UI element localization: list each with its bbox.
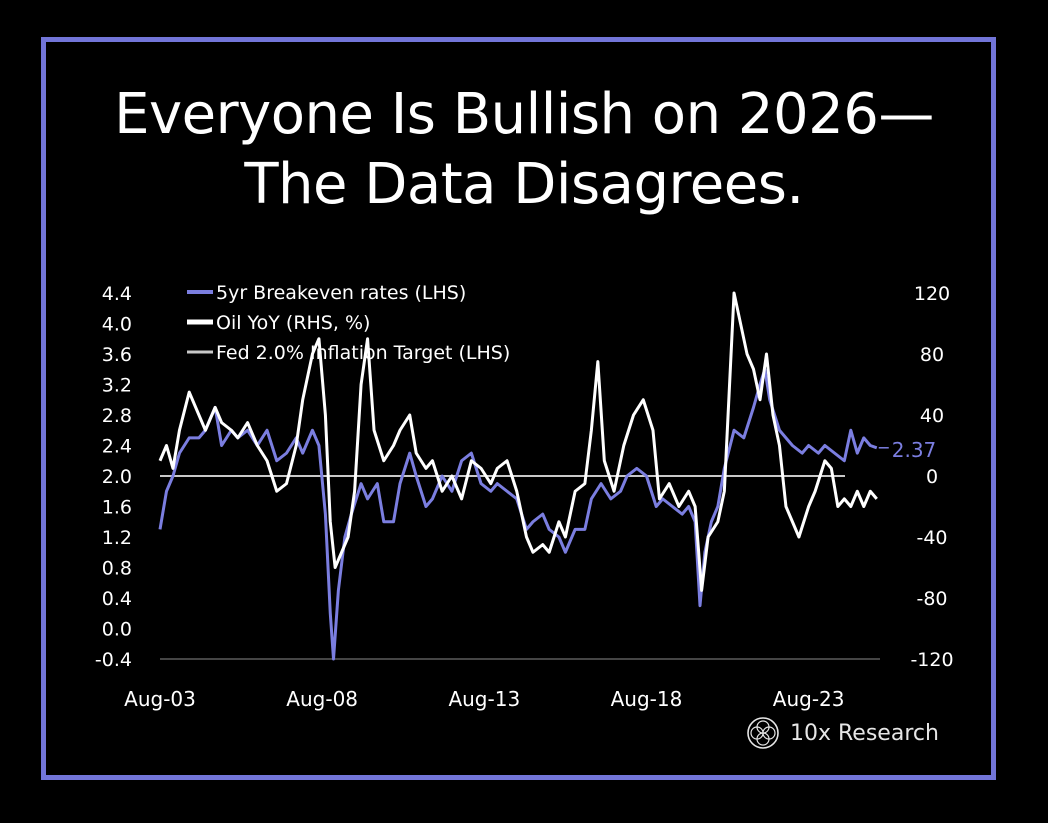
y-left-tick-label: 0.8 — [102, 558, 132, 580]
legend-label: 5yr Breakeven rates (LHS) — [216, 282, 466, 304]
x-tick-label: Aug-13 — [448, 687, 520, 711]
legend: 5yr Breakeven rates (LHS) Oil YoY (RHS, %… — [187, 282, 510, 364]
y-left-tick-label: 2.4 — [102, 436, 132, 458]
y-right-tick-label: 40 — [920, 405, 944, 427]
y-right-tick-label: 120 — [914, 283, 950, 305]
y-right-tick-label: -120 — [910, 649, 953, 671]
x-axis: Aug-03 Aug-08 Aug-13 Aug-18 Aug-23 — [124, 687, 844, 711]
x-tick-label: Aug-18 — [611, 687, 683, 711]
frame-border — [41, 37, 996, 780]
title-line-1: Everyone Is Bullish on 2026— — [114, 82, 934, 147]
x-tick-label: Aug-08 — [286, 687, 358, 711]
title-line-2: The Data Disagrees. — [244, 152, 804, 217]
right-axis: 120 80 40 0 -40 -80 -120 — [910, 283, 953, 671]
y-left-tick-label: 4.4 — [102, 283, 132, 305]
y-left-tick-label: 2.0 — [102, 466, 132, 488]
legend-label: Fed 2.0% Inflation Target (LHS) — [216, 342, 510, 364]
y-right-tick-label: 80 — [920, 344, 944, 366]
y-right-tick-label: -40 — [916, 527, 947, 549]
y-left-tick-label: -0.4 — [95, 649, 132, 671]
y-left-tick-label: 4.0 — [102, 314, 132, 336]
brand: 10x Research — [746, 716, 939, 750]
y-left-tick-label: 3.6 — [102, 344, 132, 366]
series-line-breakeven — [158, 367, 878, 661]
legend-label: Oil YoY (RHS, %) — [216, 312, 370, 334]
brand-name: 10x Research — [790, 720, 939, 746]
x-tick-label: Aug-03 — [124, 687, 196, 711]
last-value-label: 2.37 — [892, 438, 937, 462]
x-tick-label: Aug-23 — [773, 687, 845, 711]
series-line-oil — [158, 291, 878, 592]
y-left-tick-label: 0.0 — [102, 619, 132, 641]
y-left-tick-label: 3.2 — [102, 375, 132, 397]
page-title: Everyone Is Bullish on 2026— The Data Di… — [0, 80, 1048, 220]
y-right-tick-label: 0 — [926, 466, 938, 488]
y-left-tick-label: 1.2 — [102, 527, 132, 549]
y-right-tick-label: -80 — [916, 588, 947, 610]
y-left-tick-label: 0.4 — [102, 588, 132, 610]
y-left-tick-label: 2.8 — [102, 405, 132, 427]
y-left-tick-label: 1.6 — [102, 497, 132, 519]
left-axis: 4.4 4.0 3.6 3.2 2.8 2.4 2.0 1.6 1.2 0.8 0.4 0.0 -0.4 — [95, 283, 132, 671]
logo-icon — [747, 717, 779, 749]
